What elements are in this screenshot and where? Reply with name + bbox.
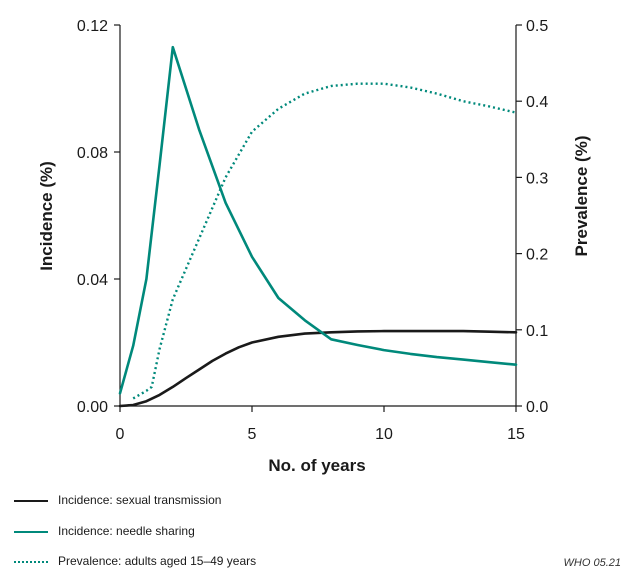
y-right-tick-label: 0.3: [526, 170, 548, 187]
chart-axes: 0 5 10 15 0.00 0.04 0.08 0.12 0.0 0.1 0.2 0.3 0.4 0.5: [77, 18, 548, 443]
series-line-0: [118, 329, 518, 408]
legend-swatch-prevalence: [14, 561, 48, 563]
series-line-1: [118, 45, 518, 395]
y-left-tick-label: 0.00: [77, 399, 108, 416]
y-left-tick-label: 0.08: [77, 145, 108, 162]
legend-label-needle: Incidence: needle sharing: [58, 524, 195, 538]
chart-marks: [118, 45, 518, 408]
series-line-2: [132, 82, 517, 400]
y-right-tick-label: 0.2: [526, 247, 548, 264]
x-tick-label: 0: [116, 426, 125, 443]
x-tick-label: 10: [375, 426, 393, 443]
y-axis-left-label: Incidence (%): [37, 161, 56, 271]
y-left-tick-label: 0.04: [77, 272, 108, 289]
y-right-tick-label: 0.0: [526, 399, 548, 416]
figure-code: WHO 05.21: [563, 557, 621, 569]
legend-swatch-needle: [14, 531, 48, 533]
chart: 0 5 10 15 0.00 0.04 0.08 0.12 0.0 0.1 0.2 0.3 0.4 0.5…: [37, 18, 591, 475]
legend-swatch-sexual: [14, 500, 48, 502]
legend-label-prevalence: Prevalence: adults aged 15–49 years: [58, 554, 257, 568]
y-right-tick-label: 0.5: [526, 18, 548, 35]
x-axis-label: No. of years: [268, 456, 365, 475]
x-tick-label: 15: [507, 426, 525, 443]
y-axis-right-label: Prevalence (%): [572, 136, 591, 257]
y-right-tick-label: 0.4: [526, 94, 548, 111]
y-left-tick-label: 0.12: [77, 18, 108, 35]
x-tick-label: 5: [248, 426, 257, 443]
y-right-tick-label: 0.1: [526, 323, 548, 340]
legend-label-sexual: Incidence: sexual transmission: [58, 493, 222, 507]
